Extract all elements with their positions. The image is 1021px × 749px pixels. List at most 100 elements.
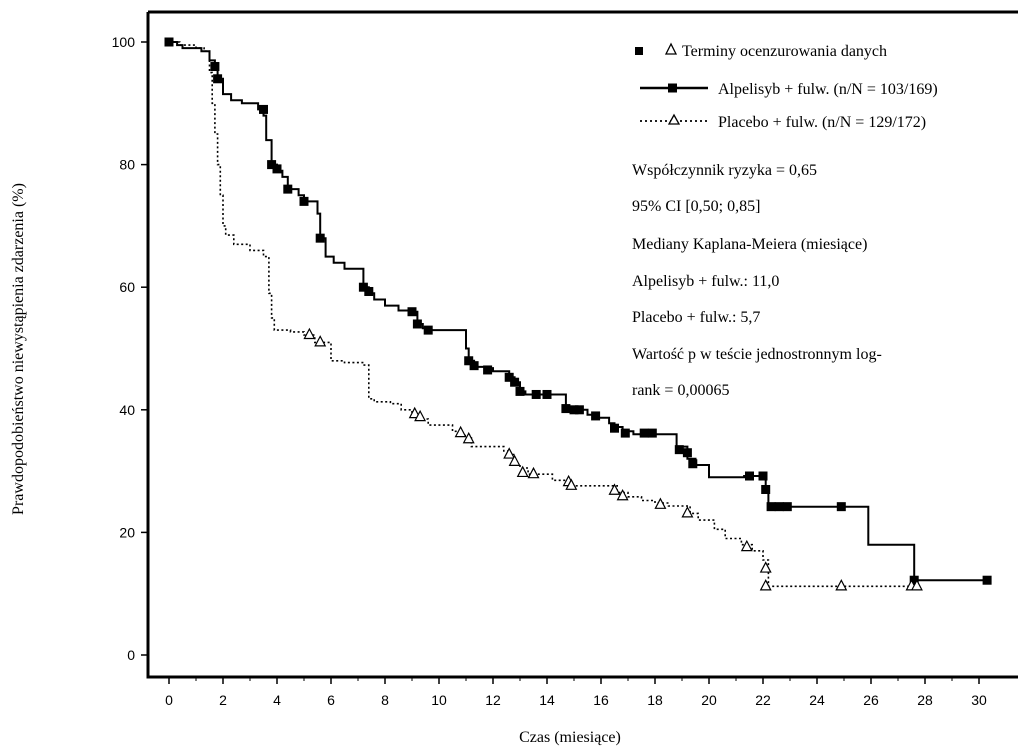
x-tick-label: 26 xyxy=(863,692,879,708)
x-axis-title: Czas (miesiące) xyxy=(519,729,621,746)
legend-label-alpelisib: Alpelisyb + fulw. (n/N = 103/169) xyxy=(718,81,938,98)
censor-marker-placebo xyxy=(740,539,753,552)
censor-marker-placebo xyxy=(503,447,516,459)
legend: Terminy ocenzurowania danych Alpelisyb +… xyxy=(635,42,938,131)
censor-marker-placebo xyxy=(508,454,521,467)
censor-marker-alpelisib xyxy=(774,502,784,512)
legend-marker-placebo xyxy=(667,113,681,125)
censor-marker-placebo xyxy=(835,579,848,591)
censor-marker-alpelisib xyxy=(745,471,754,481)
censor-marker-placebo xyxy=(414,409,427,422)
y-tick-label: 20 xyxy=(119,524,135,540)
censor-marker-alpelisib xyxy=(259,104,268,114)
annotation-pvalue-line2: rank = 0,00065 xyxy=(632,382,729,399)
annotations: Współczynnik ryzyka = 0,65 95% CI [0,50;… xyxy=(632,162,882,399)
censor-marker-alpelisib xyxy=(647,428,657,438)
censor-marker-alpelisib xyxy=(542,389,552,399)
x-tick-label: 6 xyxy=(327,692,335,708)
censor-marker-placebo xyxy=(314,335,327,347)
censor-marker-alpelisib xyxy=(982,575,992,585)
censor-marker-placebo xyxy=(516,465,529,478)
legend-marker-alpelisib xyxy=(668,83,677,93)
censor-marker-alpelisib xyxy=(483,365,493,375)
censor-marker-placebo xyxy=(527,466,540,479)
censor-marker-alpelisib xyxy=(639,428,649,438)
y-tick-label: 0 xyxy=(127,647,135,663)
censor-marker-alpelisib xyxy=(469,361,479,371)
censor-marker-alpelisib xyxy=(610,423,619,433)
y-tick-label: 100 xyxy=(112,34,136,50)
censor-marker-alpelisib xyxy=(299,196,309,206)
censor-marker-placebo xyxy=(303,327,316,340)
censor-marker-alpelisib xyxy=(569,405,579,415)
x-tick-label: 10 xyxy=(431,692,447,708)
annotation-median-header: Mediany Kaplana-Meiera (miesiące) xyxy=(632,236,867,253)
annotation-pvalue-line1: Wartość p w teście jednostronnym log- xyxy=(632,346,882,363)
censor-marker-alpelisib xyxy=(407,307,417,317)
y-axis-title: Prawdopodobieństwo niewystąpienia zdarze… xyxy=(10,183,27,515)
censor-marker-alpelisib xyxy=(412,319,422,329)
x-tick-label: 22 xyxy=(755,692,771,708)
x-tick-label: 12 xyxy=(485,692,501,708)
x-tick-label: 18 xyxy=(647,692,663,708)
censor-marker-alpelisib xyxy=(272,164,282,174)
annotation-median-alpelisib: Alpelisyb + fulw.: 11,0 xyxy=(632,273,779,290)
censor-marker-placebo xyxy=(759,561,772,573)
censor-marker-alpelisib xyxy=(688,459,698,469)
y-tick-label: 40 xyxy=(119,402,135,418)
y-tick-label: 80 xyxy=(119,157,135,173)
censor-marker-alpelisib xyxy=(674,445,684,455)
censor-marker-alpelisib xyxy=(682,448,692,458)
censor-marker-alpelisib xyxy=(364,286,374,296)
censor-marker-alpelisib xyxy=(358,282,368,292)
censor-marker-alpelisib xyxy=(283,184,293,194)
censor-marker-alpelisib xyxy=(758,471,768,481)
censor-marker-alpelisib xyxy=(515,386,525,396)
x-tick-label: 0 xyxy=(165,692,173,708)
censor-marker-alpelisib xyxy=(836,502,846,512)
censor-marker-alpelisib xyxy=(561,404,571,414)
y-tick-label: 60 xyxy=(119,279,135,295)
legend-censor-triangle-icon xyxy=(664,42,678,55)
censor-marker-placebo xyxy=(565,478,578,490)
x-tick-label: 28 xyxy=(917,692,933,708)
censor-marker-alpelisib xyxy=(531,389,541,399)
censor-marker-alpelisib xyxy=(464,356,474,366)
x-tick-label: 8 xyxy=(381,692,389,708)
censor-marker-placebo xyxy=(654,497,667,509)
censor-marker-placebo xyxy=(608,483,621,495)
legend-censor-label: Terminy ocenzurowania danych xyxy=(682,43,887,60)
x-tick-label: 2 xyxy=(219,692,227,708)
x-tick-label: 30 xyxy=(971,692,987,708)
annotation-ci: 95% CI [0,50; 0,85] xyxy=(632,198,760,215)
legend-censor-square-icon xyxy=(635,47,643,55)
censor-marker-alpelisib xyxy=(766,502,776,512)
annotation-median-placebo: Placebo + fulw.: 5,7 xyxy=(632,309,760,326)
censor-marker-alpelisib xyxy=(423,325,433,335)
legend-label-placebo: Placebo + fulw. (n/N = 129/172) xyxy=(718,114,926,131)
censor-marker-alpelisib xyxy=(591,411,601,421)
censor-marker-alpelisib xyxy=(315,233,325,243)
censor-marker-alpelisib xyxy=(620,428,630,438)
censor-marker-placebo xyxy=(681,506,694,518)
censor-marker-alpelisib xyxy=(574,405,584,415)
x-tick-label: 4 xyxy=(273,692,281,708)
censor-marker-alpelisib xyxy=(267,160,277,170)
censor-marker-placebo xyxy=(454,425,467,438)
censor-marker-placebo xyxy=(759,579,772,591)
censor-marker-placebo xyxy=(616,488,629,501)
censor-marker-alpelisib xyxy=(510,377,520,387)
x-tick-label: 16 xyxy=(593,692,609,708)
censor-marker-alpelisib xyxy=(761,484,771,494)
x-tick-label: 24 xyxy=(809,692,825,708)
x-tick-label: 14 xyxy=(539,692,555,708)
x-tick-label: 20 xyxy=(701,692,717,708)
censor-marker-alpelisib xyxy=(210,62,220,72)
annotation-hazard-ratio: Współczynnik ryzyka = 0,65 xyxy=(632,162,817,179)
censor-marker-alpelisib xyxy=(213,74,223,84)
censor-marker-placebo xyxy=(462,431,475,444)
series-layer xyxy=(164,37,992,591)
censor-marker-placebo xyxy=(910,579,923,591)
